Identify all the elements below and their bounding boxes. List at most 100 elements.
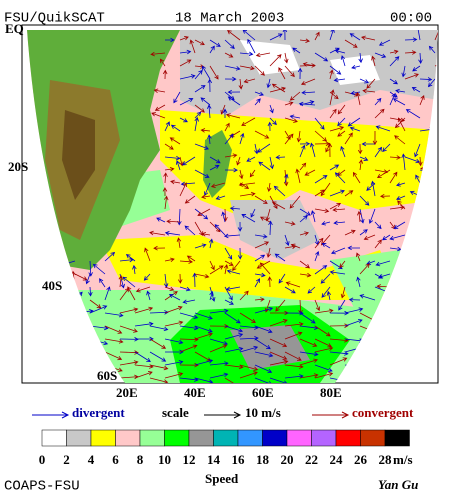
- scale-label: scale: [162, 405, 189, 420]
- wind-arrow: [405, 109, 421, 119]
- wind-arrow: [227, 89, 241, 95]
- wind-arrow: [254, 98, 261, 106]
- wind-arrow: [299, 141, 311, 147]
- wind-arrow: [180, 181, 196, 187]
- wind-arrow: [344, 190, 354, 197]
- wind-arrow: [327, 142, 333, 158]
- divergent-label: divergent: [72, 405, 125, 420]
- wind-arrow: [389, 205, 405, 210]
- wind-arrow: [179, 286, 191, 292]
- wind-arrow: [415, 174, 421, 184]
- wind-arrow: [289, 114, 301, 119]
- wind-arrow: [258, 161, 271, 171]
- wind-arrow: [179, 117, 188, 123]
- wind-arrow: [382, 143, 391, 152]
- lat-label: EQ: [5, 21, 24, 36]
- wind-arrow: [200, 97, 211, 106]
- wind-arrow: [275, 299, 286, 312]
- wind-arrow: [227, 96, 241, 106]
- wind-arrow: [151, 112, 166, 119]
- wind-arrow: [224, 52, 234, 58]
- wind-arrow: [284, 364, 304, 369]
- wind-arrow: [182, 299, 196, 304]
- wind-arrow: [177, 273, 183, 284]
- wind-arrow: [194, 273, 210, 279]
- wind-arrow: [357, 143, 363, 155]
- wind-arrow: [329, 125, 345, 132]
- wind-arrow: [153, 245, 166, 251]
- footer-right: Yan Gu: [378, 477, 418, 492]
- wind-arrow: [225, 286, 241, 292]
- wind-arrow: [159, 58, 166, 67]
- wind-arrow: [314, 130, 328, 142]
- land-madagascar: [203, 130, 232, 198]
- wind-arrow: [194, 377, 214, 383]
- wind-arrow: [355, 91, 361, 106]
- wind-arrow: [329, 30, 335, 41]
- wind-arrow: [359, 263, 370, 275]
- wind-arrow: [104, 338, 124, 344]
- wind-arrow: [254, 130, 270, 139]
- wind-arrow: [269, 359, 289, 366]
- colorbar-box: [213, 429, 239, 447]
- wind-arrow: [397, 117, 406, 132]
- colorbar-box: [90, 429, 116, 447]
- wind-arrow: [104, 312, 124, 318]
- wind-arrow: [389, 155, 401, 160]
- colorbar-box: [311, 429, 337, 447]
- wind-arrow: [299, 272, 312, 278]
- wind-arrow: [179, 59, 192, 67]
- wind-arrow: [329, 89, 335, 106]
- wind-arrow: [329, 189, 345, 197]
- wind-arrow: [415, 30, 421, 41]
- colorbar-box: [188, 429, 214, 447]
- wind-arrow: [329, 351, 349, 356]
- wind-arrow: [389, 234, 406, 241]
- wind-arrow: [127, 286, 136, 301]
- wind-arrow: [221, 211, 226, 223]
- wind-arrow: [119, 350, 139, 355]
- wind-arrow: [224, 299, 234, 305]
- wind-arrow: [299, 215, 308, 223]
- wind-arrow: [209, 361, 229, 366]
- wind-arrow: [238, 182, 256, 187]
- wind-arrow: [206, 104, 212, 119]
- wind-arrow: [401, 65, 406, 78]
- wind-arrow: [375, 125, 391, 132]
- wind-arrow: [242, 30, 256, 41]
- colorbar-tick: 16: [232, 452, 246, 467]
- wind-arrow: [389, 49, 399, 55]
- wind-arrow: [254, 234, 268, 239]
- wind-arrow: [297, 67, 303, 80]
- wind-arrow: [389, 171, 398, 184]
- wind-arrow: [310, 210, 316, 223]
- wind-arrow: [326, 290, 332, 301]
- calm-area: [180, 30, 438, 120]
- wind-arrow: [307, 286, 316, 294]
- wind-arrow: [404, 156, 421, 164]
- wind-arrow: [164, 231, 181, 236]
- wind-arrow: [337, 104, 346, 115]
- wind-arrow: [154, 104, 166, 111]
- colorbar-tick: 0: [39, 452, 46, 467]
- wind-arrow: [269, 54, 282, 67]
- wind-arrow: [418, 52, 423, 64]
- wind-arrow: [209, 164, 220, 171]
- wind-arrow: [257, 143, 271, 153]
- colorbar-tick: 26: [354, 452, 368, 467]
- wind-arrow: [150, 51, 166, 57]
- wind-arrow: [209, 156, 221, 164]
- wind-arrow: [215, 195, 226, 200]
- wind-arrow: [104, 325, 123, 334]
- wind-arrow: [284, 133, 294, 145]
- colorbar-box: [164, 429, 190, 447]
- calm-area: [240, 40, 380, 85]
- wind-arrow: [376, 169, 391, 179]
- wind-arrow: [144, 247, 151, 262]
- wind-arrow: [224, 364, 244, 370]
- wind-arrow: [194, 312, 213, 320]
- wind-arrow: [223, 233, 241, 239]
- wind-arrow: [164, 37, 175, 43]
- wind-arrow: [89, 305, 108, 314]
- wind-arrow: [351, 64, 361, 70]
